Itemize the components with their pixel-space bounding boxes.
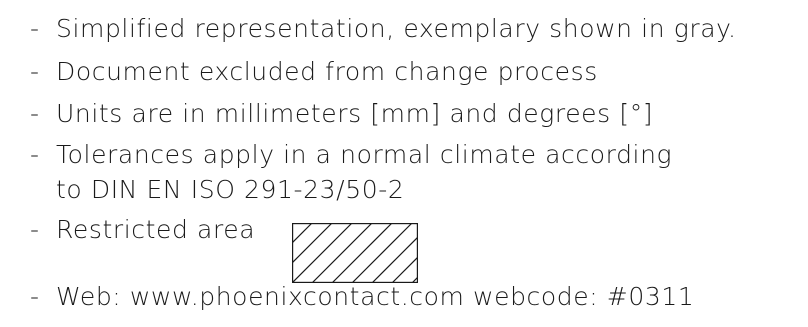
- bullet-dash: -: [30, 99, 56, 129]
- bullet-dash: -: [30, 140, 56, 170]
- note-web: - Web: www.phoenixcontact.com webcode: #0…: [30, 282, 694, 312]
- note-document-excluded: - Document excluded from change process: [30, 57, 598, 87]
- note-tolerances-continuation: to DIN EN ISO 291-23/50-2: [56, 175, 404, 205]
- note-simplified-representation: - Simplified representation, exemplary sh…: [30, 14, 737, 44]
- note-text: Units are in millimeters [mm] and degree…: [56, 99, 653, 128]
- bullet-dash: -: [30, 215, 56, 245]
- note-text: Restricted area: [56, 215, 255, 244]
- note-text: Document excluded from change process: [56, 57, 598, 86]
- hatched-rectangle-icon: [292, 223, 418, 283]
- note-restricted-area: - Restricted area: [30, 215, 255, 245]
- bullet-dash: -: [30, 57, 56, 87]
- note-units: - Units are in millimeters [mm] and degre…: [30, 99, 653, 129]
- note-text: Simplified representation, exemplary sho…: [56, 14, 737, 43]
- bullet-dash: -: [30, 14, 56, 44]
- note-text: to DIN EN ISO 291-23/50-2: [56, 175, 404, 204]
- note-tolerances: - Tolerances apply in a normal climate ac…: [30, 140, 672, 170]
- bullet-dash: -: [30, 282, 56, 312]
- note-text: Web: www.phoenixcontact.com webcode: #03…: [56, 282, 694, 311]
- note-text: Tolerances apply in a normal climate acc…: [56, 140, 672, 169]
